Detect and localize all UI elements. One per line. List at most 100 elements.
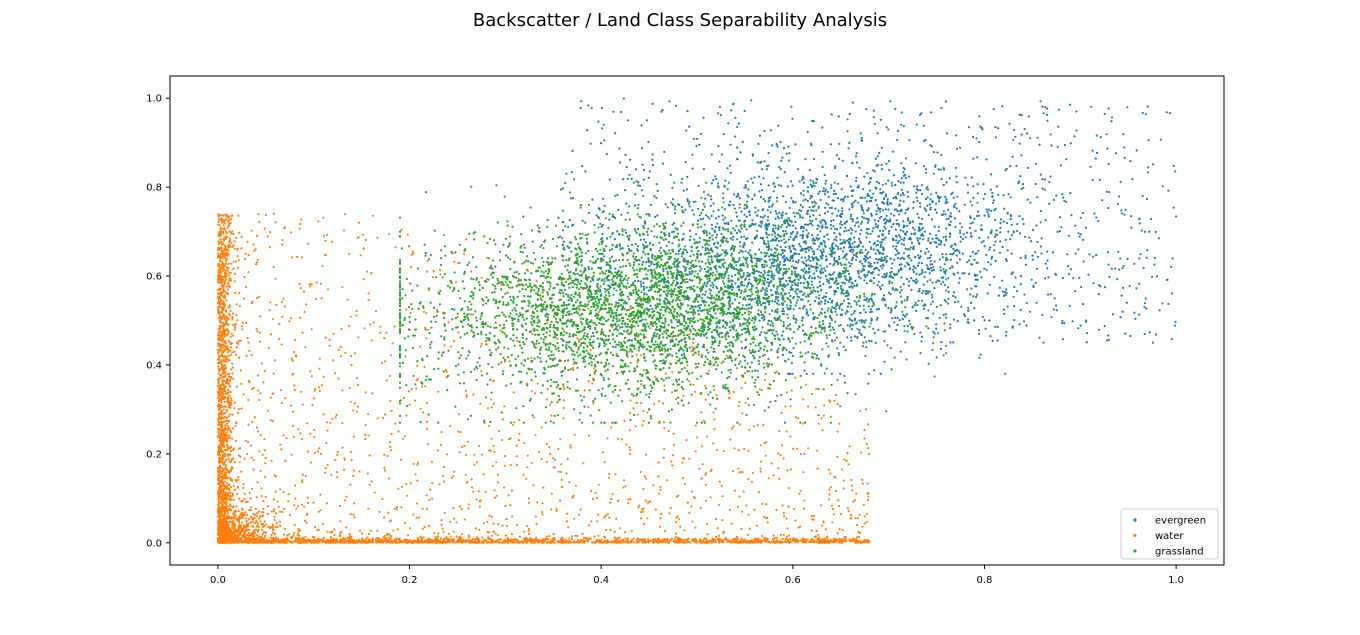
evergreen-point [817, 192, 820, 195]
evergreen-point [945, 198, 948, 201]
evergreen-point [673, 222, 676, 225]
evergreen-point [1026, 166, 1029, 169]
evergreen-point [1011, 325, 1014, 328]
evergreen-point [875, 209, 878, 213]
water-point [390, 449, 393, 452]
evergreen-point [1144, 113, 1147, 116]
water-point [452, 475, 455, 478]
evergreen-point [984, 327, 987, 330]
water-point [632, 541, 635, 544]
evergreen-point [928, 232, 932, 235]
water-point [333, 534, 336, 537]
evergreen-point [715, 236, 718, 239]
water-point [694, 424, 697, 427]
evergreen-point [608, 249, 612, 252]
water-point [828, 488, 831, 491]
evergreen-point [824, 274, 828, 277]
water-point [331, 240, 334, 243]
evergreen-point [851, 204, 854, 207]
evergreen-point [1061, 193, 1064, 196]
evergreen-point [913, 228, 916, 231]
evergreen-point [789, 235, 792, 238]
evergreen-point [1007, 193, 1010, 196]
evergreen-point [842, 246, 846, 249]
evergreen-point [619, 266, 622, 269]
evergreen-point [1011, 155, 1014, 158]
evergreen-point [841, 223, 844, 226]
water-point [672, 432, 675, 435]
evergreen-point [916, 239, 920, 242]
evergreen-point [722, 228, 725, 231]
water-point [259, 433, 262, 437]
water-point [425, 270, 429, 273]
evergreen-point [838, 305, 841, 308]
water-point [256, 374, 259, 377]
water-point [865, 520, 868, 524]
evergreen-point [1003, 312, 1006, 315]
water-point [320, 384, 324, 387]
evergreen-point [761, 209, 764, 212]
evergreen-point [1010, 214, 1013, 218]
evergreen-point [931, 200, 934, 203]
water-point [493, 489, 496, 492]
evergreen-point [686, 251, 689, 254]
evergreen-point [932, 312, 935, 315]
water-point [230, 353, 233, 356]
water-point [338, 504, 342, 507]
evergreen-point [1124, 332, 1127, 335]
evergreen-point [673, 230, 676, 233]
evergreen-point [867, 219, 870, 222]
water-point [293, 524, 296, 527]
evergreen-point [730, 341, 733, 344]
water-point [287, 493, 290, 496]
evergreen-point [1009, 196, 1012, 199]
evergreen-point [812, 157, 816, 161]
evergreen-point [760, 263, 764, 267]
evergreen-point [970, 263, 973, 266]
evergreen-point [1065, 200, 1068, 203]
evergreen-point [762, 198, 765, 201]
evergreen-point [721, 214, 724, 217]
evergreen-point [894, 107, 897, 110]
water-point [290, 231, 293, 234]
evergreen-point [804, 256, 807, 259]
water-point [303, 519, 307, 522]
evergreen-point [802, 269, 805, 272]
evergreen-point [738, 197, 742, 200]
water-point [843, 458, 846, 461]
evergreen-point [788, 152, 791, 155]
evergreen-point [850, 189, 853, 193]
evergreen-point [688, 238, 692, 242]
evergreen-point [870, 214, 873, 217]
evergreen-point [959, 240, 962, 243]
evergreen-point [852, 189, 855, 192]
evergreen-point [788, 351, 791, 354]
water-point [522, 473, 525, 476]
evergreen-point [1021, 217, 1024, 221]
evergreen-point [947, 302, 950, 305]
evergreen-point [990, 255, 994, 258]
evergreen-point [642, 260, 645, 264]
evergreen-point [850, 232, 853, 235]
evergreen-point [626, 211, 629, 214]
evergreen-point [841, 159, 844, 162]
evergreen-point [625, 202, 628, 205]
evergreen-point [769, 266, 772, 269]
water-point [250, 516, 253, 519]
water-point [304, 474, 307, 477]
water-point [473, 453, 476, 456]
evergreen-point [823, 241, 826, 244]
water-point [489, 538, 493, 541]
evergreen-point [758, 333, 762, 336]
evergreen-point [639, 280, 642, 283]
evergreen-point [765, 168, 769, 171]
water-point [742, 490, 745, 493]
water-point [349, 450, 352, 453]
evergreen-point [874, 266, 878, 269]
evergreen-point [947, 277, 950, 280]
evergreen-point [901, 192, 905, 195]
water-point [270, 510, 273, 513]
evergreen-point [876, 155, 879, 158]
water-point [802, 422, 805, 425]
evergreen-point [927, 327, 930, 330]
